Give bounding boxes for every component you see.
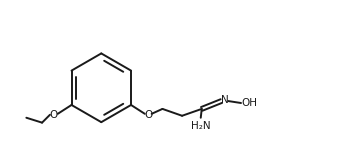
Text: O: O: [145, 110, 153, 120]
Text: OH: OH: [242, 98, 258, 108]
Text: O: O: [50, 110, 58, 120]
Text: N: N: [221, 95, 229, 105]
Text: H₂N: H₂N: [191, 121, 210, 131]
